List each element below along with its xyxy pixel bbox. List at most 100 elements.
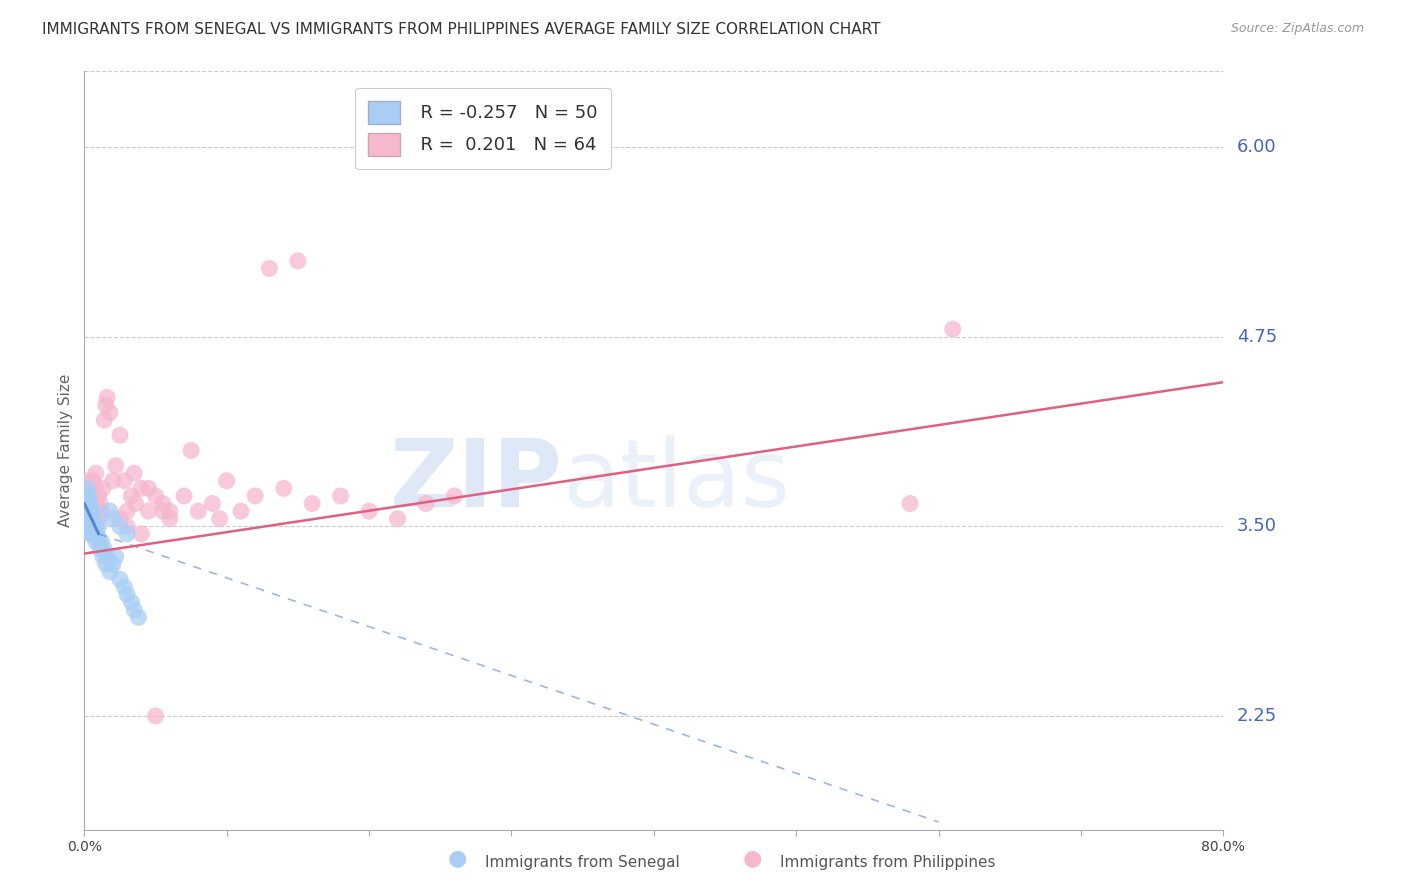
Point [80,526,103,541]
Point [98,565,121,579]
Point [75,497,97,511]
Text: ●: ● [447,848,467,868]
Text: ●: ● [742,848,762,868]
Point [79,526,101,541]
Point [79,512,101,526]
Point [91,482,114,496]
Point [131,482,153,496]
Point [77,504,100,518]
Point [112,474,135,488]
Text: atlas: atlas [562,434,792,527]
Point [76,489,98,503]
Text: 3.50: 3.50 [1237,517,1277,535]
Point [201,497,224,511]
Point [94,557,117,572]
Text: Immigrants from Senegal: Immigrants from Senegal [485,855,681,870]
Point [80,512,103,526]
Point [84,466,107,480]
Point [115,526,138,541]
Point [145,489,167,503]
Point [101,474,124,488]
Point [75,489,97,503]
Point [287,253,309,268]
Point [79,504,101,518]
Point [86,526,108,541]
Point [108,428,131,442]
Point [387,512,409,526]
Point [96,549,118,564]
Point [76,519,98,533]
Point [898,497,921,511]
Point [76,489,98,503]
Text: 2.25: 2.25 [1237,706,1278,725]
Point [208,512,231,526]
Point [77,474,100,488]
Point [104,549,127,564]
Point [80,489,103,503]
Text: ZIP: ZIP [389,434,562,527]
Point [115,519,138,533]
Point [84,482,107,496]
Text: 4.75: 4.75 [1237,327,1278,346]
Point [76,512,98,526]
Point [138,504,160,518]
Point [131,526,153,541]
Point [87,489,110,503]
Point [159,504,181,518]
Point [89,497,111,511]
Point [415,497,437,511]
Point [108,512,131,526]
Point [77,512,100,526]
Point [82,519,104,533]
Point [80,504,103,518]
Point [79,504,101,518]
Point [101,557,124,572]
Point [77,497,100,511]
Point [96,391,118,405]
Point [138,482,160,496]
Point [443,489,465,503]
Point [108,519,131,533]
Point [108,573,131,587]
Point [82,504,104,518]
Point [79,482,101,496]
Point [124,497,146,511]
Point [75,504,97,518]
Point [173,489,195,503]
Point [77,489,100,503]
Point [77,519,100,533]
Point [76,482,98,496]
Point [127,610,149,624]
Point [83,519,105,533]
Point [82,504,104,518]
Point [273,482,295,496]
Point [87,519,110,533]
Point [329,489,352,503]
Point [80,512,103,526]
Point [90,534,112,549]
Point [122,603,145,617]
Point [145,708,167,723]
Text: 6.00: 6.00 [1237,138,1277,156]
Point [90,504,112,518]
Point [120,489,142,503]
Point [245,489,267,503]
Point [82,512,104,526]
Point [94,398,117,412]
Point [75,504,97,518]
Text: IMMIGRANTS FROM SENEGAL VS IMMIGRANTS FROM PHILIPPINES AVERAGE FAMILY SIZE CORRE: IMMIGRANTS FROM SENEGAL VS IMMIGRANTS FR… [42,22,880,37]
Point [76,512,98,526]
Point [84,519,107,533]
Point [101,512,124,526]
Point [80,519,103,533]
Text: Immigrants from Philippines: Immigrants from Philippines [780,855,995,870]
Point [87,534,110,549]
Point [83,526,105,541]
Point [93,413,115,427]
Point [301,497,323,511]
Point [359,504,381,518]
Point [98,504,121,518]
Point [112,580,135,594]
Point [77,497,100,511]
Text: Source: ZipAtlas.com: Source: ZipAtlas.com [1230,22,1364,36]
